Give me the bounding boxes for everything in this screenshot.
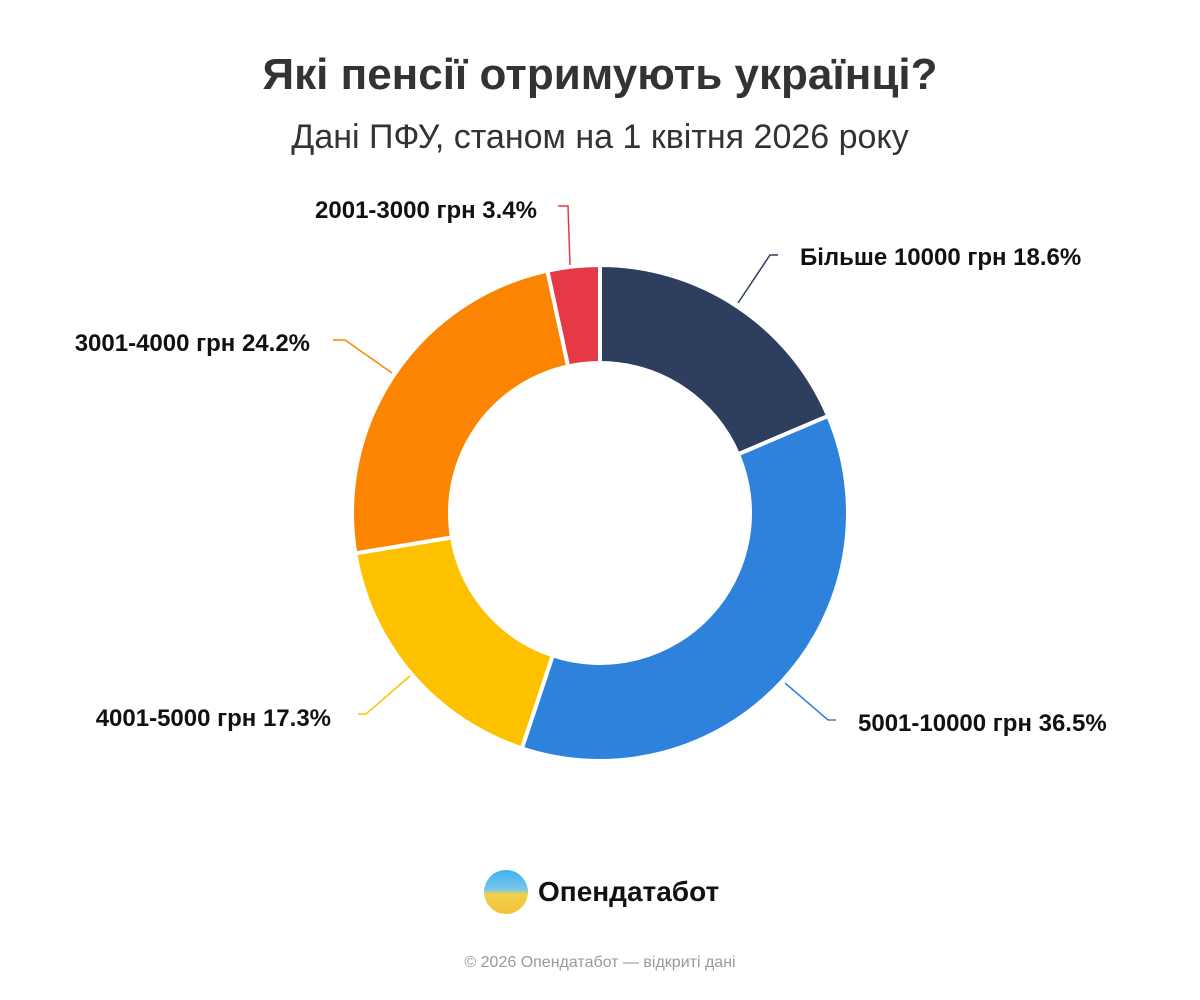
chart-subtitle: Дані ПФУ, станом на 1 квітня 2026 року [291, 118, 909, 156]
donut-slice [519, 413, 850, 763]
leader-line [737, 254, 778, 304]
donut-slice [545, 263, 602, 369]
leader-line [358, 675, 411, 715]
slice-label: 3001-4000 грн 24.2% [75, 330, 310, 357]
logo: Опендатабот [484, 870, 719, 914]
leader-line [784, 682, 836, 721]
slice-label: 4001-5000 грн 17.3% [96, 705, 331, 732]
chart-title: Які пенсії отримують українці? [262, 50, 938, 99]
donut-slice [353, 535, 555, 751]
leader-line [558, 205, 571, 266]
donut-slice [598, 263, 831, 457]
slice-label: 5001-10000 грн 36.5% [858, 710, 1107, 737]
leader-line [333, 339, 393, 374]
slice-label: 2001-3000 грн 3.4% [315, 197, 537, 224]
slice-label: Більше 10000 грн 18.6% [800, 244, 1081, 271]
donut-slice [350, 268, 571, 556]
logo-icon [484, 870, 528, 914]
logo-text: Опендатабот [538, 876, 720, 907]
footer-copyright: © 2026 Опендатабот — відкриті дані [464, 954, 736, 971]
